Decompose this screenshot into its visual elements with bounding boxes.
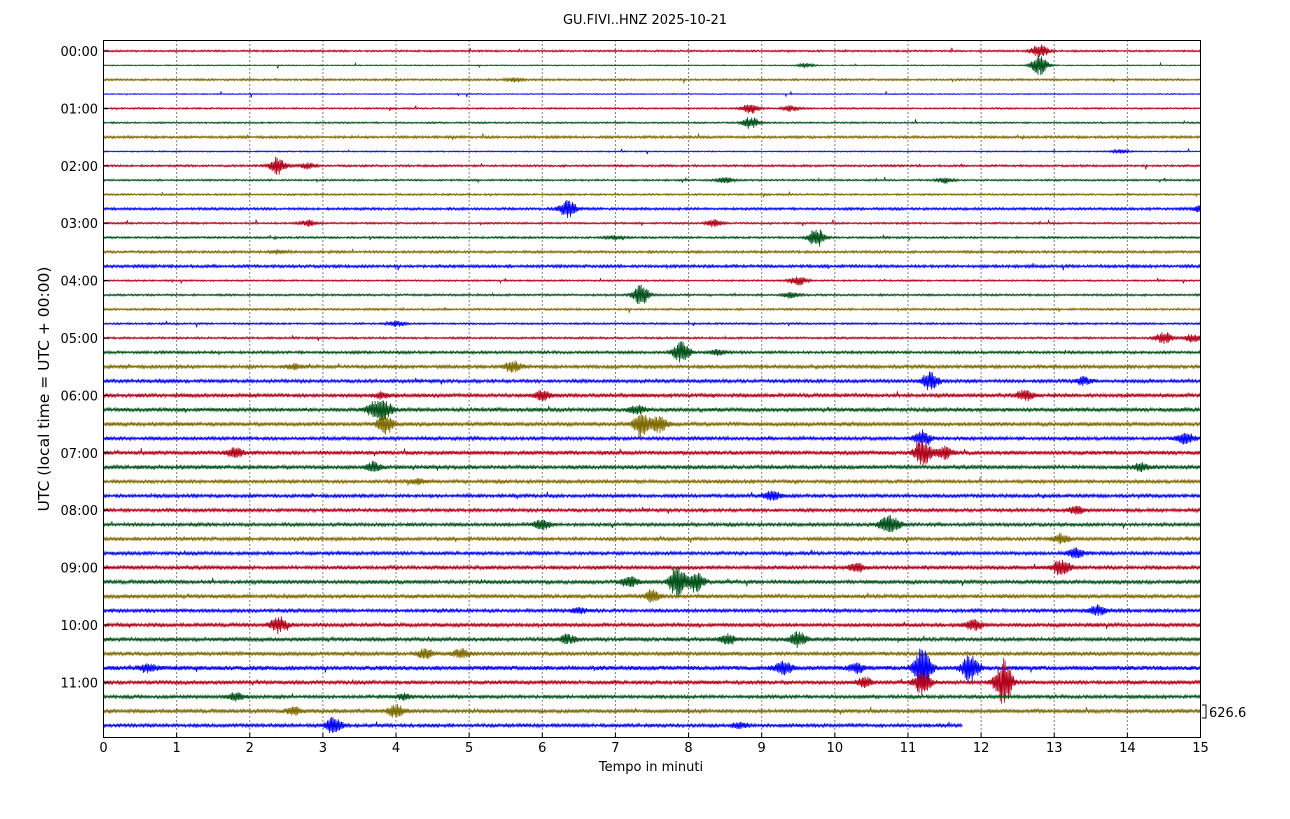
hour-label: 08:00 [61, 504, 98, 519]
trace-line [103, 263, 1201, 271]
x-tick-label: 2 [246, 741, 254, 756]
seismic-traces [103, 44, 1201, 733]
trace-line [103, 532, 1201, 545]
x-tick-label: 14 [1119, 741, 1136, 756]
x-tick-label: 8 [684, 741, 692, 756]
trace-line [103, 648, 1201, 690]
trace-line [103, 191, 1201, 198]
x-tick-label: 0 [99, 741, 107, 756]
trace-line [103, 505, 1201, 515]
minute-gridlines [176, 40, 1128, 738]
hour-label: 02:00 [61, 160, 98, 175]
hour-label: 03:00 [61, 217, 98, 232]
hour-label: 05:00 [61, 332, 98, 347]
trace-line [103, 631, 1201, 649]
trace-line [103, 657, 1201, 704]
trace-line [103, 229, 1201, 247]
trace-line [103, 156, 1201, 175]
trace-line [103, 332, 1201, 344]
x-tick-label: 3 [319, 741, 327, 756]
trace-line [103, 371, 1201, 391]
hour-tick-labels: 00:00 01:00 02:00 03:00 04:00 05:00 06:00 07:00… [61, 45, 109, 691]
plot-frame [103, 40, 1201, 738]
hour-label: 09:00 [61, 562, 98, 577]
hour-label: 10:00 [61, 619, 98, 634]
trace-line [103, 104, 1201, 114]
trace-line [103, 692, 1201, 702]
trace-line [103, 438, 1201, 465]
trace-line [103, 360, 1201, 373]
trace-line [103, 320, 1201, 328]
hour-label: 04:00 [61, 275, 98, 290]
trace-line [103, 567, 1201, 598]
x-tick-label: 4 [392, 741, 400, 756]
trace-line [103, 515, 1201, 533]
amplitude-scale-label: 626.6 [1209, 706, 1246, 721]
amplitude-scale: 626.6 [1202, 704, 1246, 721]
x-axis-label: Tempo in minuti [598, 760, 703, 775]
trace-line [103, 176, 1201, 184]
trace-line [103, 616, 1201, 635]
trace-line [103, 44, 1201, 58]
x-tick-label: 13 [1046, 741, 1063, 756]
trace-line [103, 429, 1201, 447]
trace-line [103, 341, 1201, 363]
trace-line [103, 648, 1201, 659]
trace-line [103, 133, 1201, 141]
trace-line [103, 716, 963, 733]
x-tick-label: 10 [827, 741, 844, 756]
trace-line [103, 389, 1201, 402]
x-tick-label: 11 [900, 741, 917, 756]
trace-line [103, 248, 1201, 255]
y-axis-label: UTC (local time = UTC + 00:00) [35, 267, 53, 512]
trace-line [103, 90, 1201, 98]
trace-line [103, 477, 1201, 486]
hour-label: 11:00 [61, 676, 98, 691]
trace-line [103, 199, 1201, 219]
x-tick-label: 15 [1192, 741, 1209, 756]
trace-line [103, 559, 1201, 576]
trace-line [103, 307, 1201, 314]
x-tick-label: 1 [172, 741, 180, 756]
chart-title: GU.FIVI..HNZ 2025-10-21 [563, 13, 727, 28]
trace-line [103, 490, 1201, 501]
trace-line [103, 704, 1201, 718]
hour-label: 07:00 [61, 447, 98, 462]
trace-line [103, 547, 1201, 559]
hour-label: 06:00 [61, 389, 98, 404]
hour-label: 00:00 [61, 45, 98, 60]
trace-line [103, 219, 1201, 228]
trace-line [103, 460, 1201, 473]
trace-line [103, 148, 1201, 155]
trace-line [103, 276, 1201, 286]
trace-line [103, 117, 1201, 129]
trace-line [103, 400, 1201, 422]
trace-line [103, 76, 1201, 84]
x-tick-label: 5 [465, 741, 473, 756]
minute-tick-labels: 0 1 2 3 4 5 6 7 8 9 10 11 12 13 14 15 [99, 732, 1209, 756]
x-tick-label: 12 [973, 741, 990, 756]
trace-line [103, 55, 1201, 76]
x-tick-label: 9 [758, 741, 766, 756]
hour-label: 01:00 [61, 102, 98, 117]
x-tick-label: 6 [538, 741, 546, 756]
trace-line [103, 589, 1201, 603]
trace-line [103, 284, 1201, 304]
trace-line [103, 604, 1201, 616]
x-tick-label: 7 [611, 741, 619, 756]
trace-line [103, 412, 1201, 438]
